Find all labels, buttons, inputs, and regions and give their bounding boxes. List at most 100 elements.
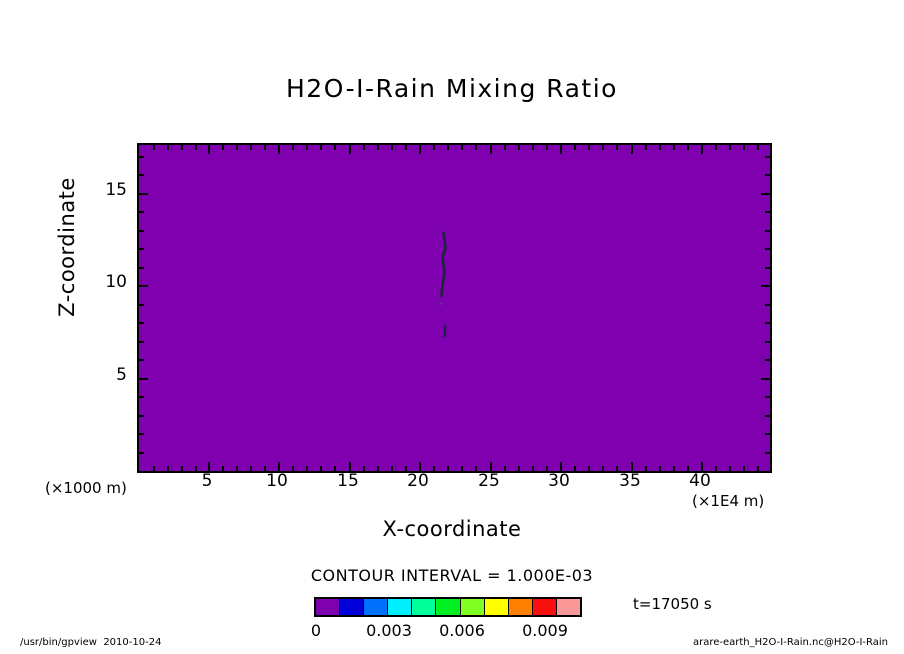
plot-area[interactable] [137,143,772,473]
y-tick-minor [139,341,144,343]
x-tick-top-minor [546,145,548,150]
colorbar-swatch [364,599,389,615]
y-axis-unit: (×1000 m) [45,479,127,497]
x-tick-minor [659,466,661,471]
y-axis-title: Z-coordinate [55,177,79,317]
x-tick-top-major [701,145,703,154]
x-tick-top-minor [250,145,252,150]
x-tick-minor [588,466,590,471]
x-tick-major [278,462,280,471]
x-tick-minor [532,466,534,471]
x-tick-minor [645,466,647,471]
y-tick-right-minor [765,452,770,454]
footer-date: 2010-10-24 [103,637,162,648]
x-tick-label: 20 [407,471,429,491]
x-tick-minor [433,466,435,471]
x-tick-top-minor [616,145,618,150]
x-tick-minor [167,466,169,471]
y-tick-minor [139,267,144,269]
x-tick-top-major [208,145,210,154]
x-tick-top-major [419,145,421,154]
x-tick-minor [153,466,155,471]
x-tick-top-minor [153,145,155,150]
x-tick-minor [673,466,675,471]
x-tick-major [560,462,562,471]
colorbar[interactable] [314,597,582,617]
x-tick-top-major [349,145,351,154]
x-tick-major [349,462,351,471]
x-tick-top-minor [320,145,322,150]
x-tick-major [490,462,492,471]
x-tick-top-minor [588,145,590,150]
x-tick-top-minor [574,145,576,150]
y-tick-major [139,285,148,287]
y-tick-right-minor [765,174,770,176]
x-tick-major [701,462,703,471]
x-tick-minor [292,466,294,471]
y-tick-minor [139,174,144,176]
colorbar-swatch [316,599,341,615]
x-tick-minor [236,466,238,471]
x-tick-top-minor [363,145,365,150]
x-tick-minor [729,466,731,471]
x-tick-top-minor [264,145,266,150]
x-tick-top-minor [447,145,449,150]
x-tick-minor [250,466,252,471]
x-tick-top-minor [377,145,379,150]
y-tick-minor [139,415,144,417]
x-tick-top-minor [391,145,393,150]
x-tick-top-minor [405,145,407,150]
x-axis-unit: (×1E4 m) [692,492,765,510]
y-tick-minor [139,230,144,232]
x-tick-minor [518,466,520,471]
y-tick-right-minor [765,156,770,158]
x-tick-top-minor [222,145,224,150]
colorbar-swatch [484,599,509,615]
x-tick-top-major [631,145,633,154]
x-tick-label: 10 [266,471,288,491]
y-tick-right-minor [765,267,770,269]
x-tick-label: 25 [478,471,500,491]
y-tick-right-minor [765,433,770,435]
y-tick-major [139,378,148,380]
x-tick-minor [334,466,336,471]
colorbar-swatch [460,599,485,615]
y-tick-right-major [761,378,770,380]
x-tick-top-minor [687,145,689,150]
contour-interval-caption: CONTOUR INTERVAL = 1.000E-03 [310,566,594,585]
colorbar-swatch [556,599,581,615]
x-tick-label: 5 [201,471,213,491]
x-tick-minor [377,466,379,471]
time-annotation: t=17050 s [633,595,712,613]
x-tick-minor [715,466,717,471]
x-tick-minor [574,466,576,471]
colorbar-tick-label: 0.003 [366,621,412,640]
x-tick-major [631,462,633,471]
x-tick-minor [363,466,365,471]
x-tick-minor [181,466,183,471]
x-tick-top-minor [306,145,308,150]
chart-title: H2O-I-Rain Mixing Ratio [286,74,618,103]
plot-inner [139,145,770,471]
x-tick-minor [461,466,463,471]
y-tick-label: 5 [116,365,127,385]
y-tick-minor [139,304,144,306]
y-tick-right-minor [765,230,770,232]
x-tick-top-major [278,145,280,154]
x-tick-label: 15 [337,471,359,491]
footer-command: /usr/bin/gpview 2010-10-24 [20,637,161,648]
x-tick-minor [546,466,548,471]
y-tick-minor [139,396,144,398]
colorbar-tick-label: 0 [310,621,322,640]
x-tick-minor [757,466,759,471]
x-tick-minor [306,466,308,471]
y-tick-minor [139,452,144,454]
y-tick-label: 10 [105,272,127,292]
x-tick-top-minor [673,145,675,150]
x-tick-label: 40 [689,471,711,491]
y-tick-major [139,193,148,195]
x-tick-top-minor [461,145,463,150]
colorbar-swatch [532,599,557,615]
y-tick-right-major [761,193,770,195]
